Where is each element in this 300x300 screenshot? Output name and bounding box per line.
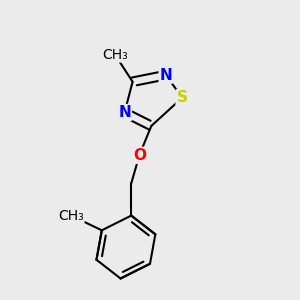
Text: O: O xyxy=(133,148,146,163)
Text: N: N xyxy=(160,68,172,82)
Text: CH₃: CH₃ xyxy=(102,48,128,62)
Text: CH₃: CH₃ xyxy=(58,208,84,223)
Text: S: S xyxy=(177,90,188,105)
Text: N: N xyxy=(118,105,131,120)
